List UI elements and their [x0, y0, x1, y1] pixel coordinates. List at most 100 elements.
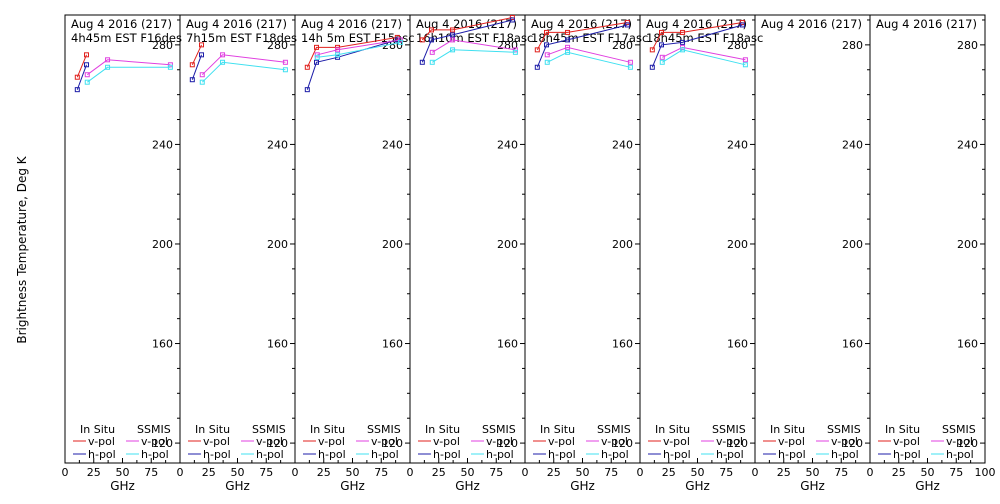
legend-header-insitu: In Situ [655, 423, 690, 436]
y-tick-label: 280 [267, 39, 288, 52]
y-tick-label: 240 [497, 138, 518, 151]
series-line-ssmis_h [317, 41, 401, 58]
data-point-ssmis_h [429, 59, 435, 65]
x-tick-label: 50 [116, 466, 130, 479]
series-line-ssmis_h [547, 51, 631, 68]
data-point-ssmis_h [167, 64, 173, 70]
panel-6: 120 160 200 240 280 0 25 50 75 GHz Aug 4 2016 (217… [637, 14, 763, 493]
data-point-ssmis_v [84, 72, 90, 78]
data-point-insitu_v [419, 37, 425, 43]
data-point-ssmis_h [335, 52, 341, 58]
data-point-insitu_h [509, 17, 515, 23]
data-point-ssmis_v [565, 44, 571, 50]
panel-title: Aug 4 2016 (217) [876, 17, 977, 31]
series-line-ssmis_v [317, 39, 401, 56]
data-point-ssmis_h [627, 64, 633, 70]
data-point-ssmis_v [742, 57, 748, 63]
legend-label-ssmis-h: h-pol [716, 448, 744, 461]
data-point-ssmis_h [282, 67, 288, 73]
y-tick-label: 280 [957, 39, 978, 52]
legend-header-ssmis: SSMIS [367, 423, 401, 436]
y-tick-label: 120 [267, 437, 288, 450]
panel-title: Aug 4 2016 (217) [416, 17, 517, 31]
x-axis-label: GHz [455, 479, 480, 493]
data-point-insitu_h [534, 64, 540, 70]
y-tick-label: 200 [497, 238, 518, 251]
legend-label-ssmis-h: h-pol [141, 448, 169, 461]
legend-label-ssmis-h: h-pol [946, 448, 974, 461]
legend-label-ssmis-v: v-pol [141, 435, 168, 448]
legend-label-insitu-h: h-pol [88, 448, 116, 461]
legend-label-ssmis-h: h-pol [371, 448, 399, 461]
y-tick-label: 160 [267, 338, 288, 351]
series-line-insitu_h [421, 19, 513, 63]
legend-label-insitu-v: v-pol [203, 435, 230, 448]
series-line-insitu_v [306, 36, 398, 68]
series-line-insitu_h [536, 24, 628, 68]
data-point-insitu_v [450, 27, 456, 33]
x-tick-label: 25 [892, 466, 906, 479]
y-tick-label: 200 [727, 238, 748, 251]
y-tick-label: 280 [842, 39, 863, 52]
legend-header-insitu: In Situ [885, 423, 920, 436]
legend-label-insitu-v: v-pol [778, 435, 805, 448]
data-point-insitu_h [624, 22, 630, 28]
data-point-insitu_v [429, 27, 435, 33]
legend-label-insitu-h: h-pol [433, 448, 461, 461]
y-tick-label: 280 [497, 39, 518, 52]
x-axis-label: GHz [110, 479, 135, 493]
legend-label-insitu-v: v-pol [663, 435, 690, 448]
x-tick-label: 50 [231, 466, 245, 479]
data-point-insitu_v [659, 29, 665, 35]
y-tick-label: 280 [612, 39, 633, 52]
x-tick-label: 50 [691, 466, 705, 479]
series-line-ssmis_h [87, 66, 171, 83]
y-tick-label: 120 [382, 437, 403, 450]
data-point-insitu_h [680, 39, 686, 45]
panel-title: Aug 4 2016 (217) [71, 17, 172, 31]
y-tick-label: 160 [382, 338, 403, 351]
x-tick-label: 0 [62, 466, 69, 479]
legend-label-insitu-v: v-pol [893, 435, 920, 448]
legend-label-ssmis-v: v-pol [486, 435, 513, 448]
data-point-insitu_h [74, 87, 80, 93]
y-tick-label: 120 [612, 437, 633, 450]
x-tick-label: 100 [975, 466, 996, 479]
x-tick-label: 25 [432, 466, 446, 479]
data-point-ssmis_h [314, 54, 320, 60]
data-point-insitu_v [544, 29, 550, 35]
series-line-ssmis_v [201, 54, 286, 76]
data-point-insitu_h [199, 52, 205, 58]
legend-label-ssmis-h: h-pol [486, 448, 514, 461]
data-point-insitu_h [429, 37, 435, 43]
x-tick-label: 75 [144, 466, 158, 479]
legend-label-insitu-v: v-pol [548, 435, 575, 448]
x-tick-label: 75 [489, 466, 503, 479]
panel-2: 120 160 200 240 280 0 25 50 75 GHz Aug 4 2016 (217… [177, 14, 297, 493]
y-tick-label: 240 [727, 138, 748, 151]
data-point-ssmis_v [335, 47, 341, 53]
data-point-insitu_h [450, 32, 456, 38]
x-axis-label: GHz [800, 479, 825, 493]
x-tick-label: 25 [202, 466, 216, 479]
y-tick-label: 240 [957, 138, 978, 151]
legend-label-ssmis-v: v-pol [946, 435, 973, 448]
data-point-insitu_v [314, 44, 320, 50]
data-point-ssmis_h [84, 79, 90, 85]
panel-title: Aug 4 2016 (217) [646, 17, 747, 31]
series-line-ssmis_h [201, 61, 286, 83]
x-axis-label: GHz [685, 479, 710, 493]
legend-header-ssmis: SSMIS [712, 423, 746, 436]
legend-label-insitu-h: h-pol [778, 448, 806, 461]
x-axis-label: GHz [225, 479, 250, 493]
data-point-ssmis_v [429, 49, 435, 55]
data-point-ssmis_v [199, 72, 205, 78]
data-point-insitu_v [304, 64, 310, 70]
legend-label-insitu-h: h-pol [893, 448, 921, 461]
x-tick-label: 25 [777, 466, 791, 479]
y-tick-label: 120 [152, 437, 173, 450]
x-tick-label: 75 [259, 466, 273, 479]
series-line-ssmis_v [87, 59, 171, 76]
x-tick-label: 75 [374, 466, 388, 479]
